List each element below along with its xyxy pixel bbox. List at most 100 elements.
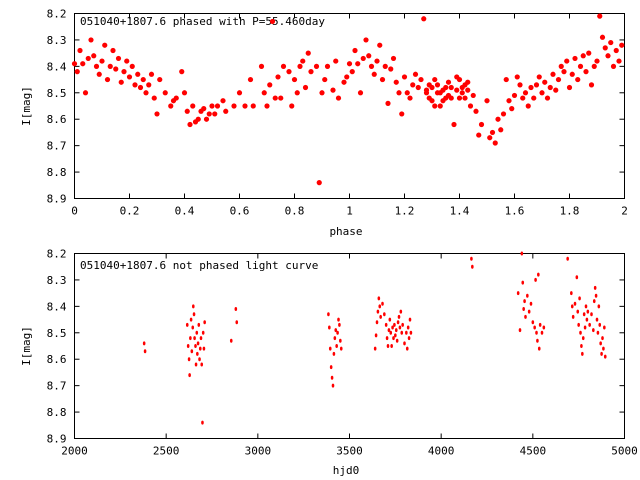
data-point — [91, 53, 97, 59]
data-point — [375, 320, 379, 325]
data-point — [397, 314, 401, 319]
data-point — [578, 296, 581, 301]
data-point — [280, 63, 287, 69]
data-point — [471, 264, 474, 269]
x-axis-label: phase — [329, 225, 362, 238]
data-point — [527, 309, 531, 314]
data-point — [440, 98, 446, 104]
data-point — [93, 63, 100, 69]
data-point — [533, 82, 540, 88]
data-point — [395, 338, 399, 343]
data-point — [616, 58, 622, 64]
data-point — [80, 61, 86, 67]
data-point — [195, 330, 199, 335]
data-point — [511, 92, 518, 99]
data-point — [582, 312, 586, 317]
x-tick-label: 0.6 — [230, 205, 250, 218]
data-point — [408, 317, 412, 322]
data-point — [82, 90, 89, 96]
data-point — [168, 103, 174, 109]
data-point — [540, 330, 544, 335]
data-point — [203, 116, 210, 122]
data-point — [516, 291, 520, 296]
data-point — [555, 76, 562, 83]
data-point — [558, 63, 564, 69]
data-point — [102, 42, 108, 48]
data-point — [390, 55, 397, 62]
data-point — [341, 79, 347, 85]
data-point — [478, 121, 485, 128]
data-point — [489, 129, 496, 136]
data-point — [129, 63, 135, 69]
data-point — [465, 79, 471, 85]
data-point — [220, 98, 226, 104]
data-point — [569, 71, 575, 77]
data-point — [509, 106, 515, 112]
data-point — [583, 69, 589, 75]
x-tick-label: 4000 — [428, 445, 455, 458]
data-point — [390, 344, 393, 348]
data-point — [389, 330, 393, 335]
data-point — [382, 63, 388, 69]
data-point — [401, 322, 404, 327]
y-tick-label: 8.9 — [47, 193, 67, 206]
data-point — [399, 111, 405, 117]
data-point — [445, 79, 452, 85]
data-point — [594, 58, 600, 64]
data-point — [394, 328, 398, 333]
data-point — [597, 304, 601, 309]
data-point — [526, 293, 529, 298]
y-tick-label: 8.2 — [47, 248, 67, 261]
data-point — [366, 53, 372, 59]
y-tick-label: 8.8 — [47, 406, 67, 419]
x-tick-label: 2500 — [153, 445, 180, 458]
data-point — [338, 322, 341, 327]
data-point — [379, 314, 382, 319]
data-point — [333, 336, 337, 341]
data-point — [470, 92, 476, 99]
data-point — [115, 55, 122, 62]
data-point — [599, 34, 606, 40]
data-point — [242, 103, 248, 109]
data-point — [179, 69, 185, 75]
data-point — [454, 87, 460, 93]
data-point — [196, 351, 199, 356]
x-tick-label: 4500 — [520, 445, 547, 458]
data-point — [368, 63, 375, 69]
data-point — [407, 336, 411, 341]
data-point — [110, 47, 116, 54]
data-point — [566, 84, 573, 91]
data-point — [577, 63, 584, 69]
data-point — [157, 76, 163, 83]
data-point — [405, 346, 409, 351]
data-point — [151, 95, 157, 101]
x-axis-label: hjd0 — [333, 464, 360, 477]
data-point — [394, 333, 397, 338]
data-point — [570, 304, 574, 309]
data-point — [195, 116, 201, 122]
data-point — [602, 346, 605, 351]
data-point — [520, 251, 524, 256]
data-point — [322, 76, 328, 83]
data-point — [581, 351, 584, 356]
data-point — [399, 309, 403, 314]
data-point — [421, 16, 427, 22]
data-point — [313, 63, 320, 69]
data-point — [377, 296, 381, 301]
data-point — [528, 84, 534, 91]
data-point — [198, 346, 202, 351]
data-point — [85, 55, 91, 62]
data-point — [333, 58, 339, 64]
data-point — [148, 71, 155, 77]
data-point — [194, 344, 197, 348]
x-tick-label: 2 — [621, 205, 628, 218]
data-point — [173, 95, 179, 101]
data-point — [495, 116, 501, 122]
data-point — [598, 322, 602, 327]
data-point — [229, 338, 233, 343]
data-point — [201, 106, 207, 112]
y-tick-label: 8.6 — [47, 353, 67, 366]
data-point — [613, 47, 619, 54]
data-point — [336, 330, 339, 335]
data-point — [580, 53, 586, 59]
